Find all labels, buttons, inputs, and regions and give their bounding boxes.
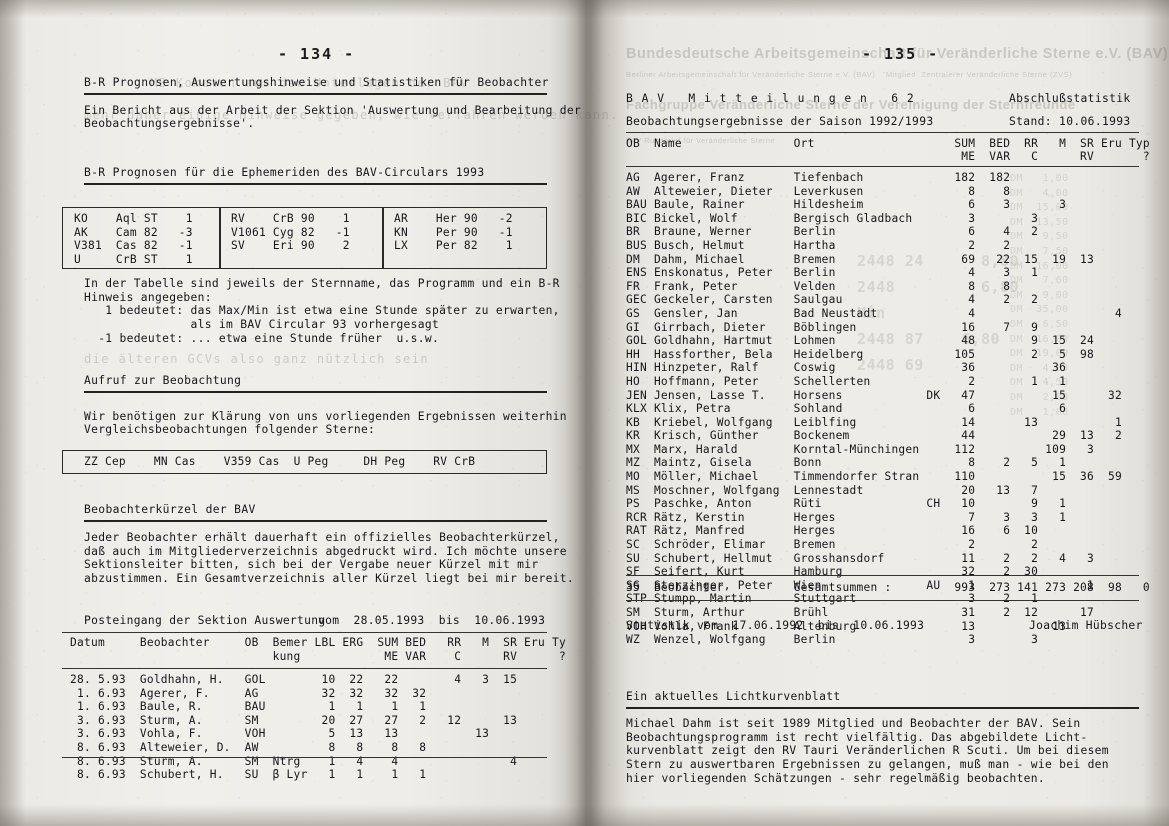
posteingang-caption-label: Posteingang der Sektion Auswertung — [84, 614, 326, 627]
right-footer-author: Joachim Hübscher — [1029, 619, 1143, 632]
right-footer-stat: Statistik vom 17.06.1992 bis 10.06.1993 — [626, 619, 925, 632]
right-rule-under-lichtkurve — [626, 707, 1139, 709]
posteingang-rule-top — [62, 632, 547, 634]
right-table-rows: AG Agerer, Franz Tiefenbach 182 182 AW A… — [626, 171, 1122, 647]
aufruf-text-1: Wir benötigen zur Klärung von uns vorlie… — [84, 410, 567, 423]
prognosen-box-divider-1 — [219, 207, 221, 269]
prognosen-group-3: AR Her 90 -2 KN Per 90 -1 LX Per 82 1 — [394, 212, 513, 253]
right-rule-under-masthead — [626, 132, 1139, 134]
left-subhead-prognosen: B-R Prognosen für die Ephemeriden des BA… — [84, 166, 485, 179]
right-masthead-right: Abschlußstatistik — [1009, 92, 1131, 105]
prognosen-box-divider-2 — [382, 207, 384, 269]
aufruf-text-2: Vergleichsbeobachtungen folgender Sterne… — [84, 423, 376, 436]
left-page-sheet — [0, 0, 585, 826]
right-rule-under-header — [626, 166, 1139, 168]
left-intro-line-2: Beobachtungsergebnisse'. — [84, 117, 255, 130]
prognosen-box — [62, 207, 547, 269]
right-table-header-row-2: ME VAR C RV ? — [626, 150, 1150, 163]
right-rule-below-totals — [626, 600, 1139, 602]
posteingang-rule-mid — [62, 668, 547, 670]
left-intro-line-1: Ein Bericht aus der Arbeit der Sektion '… — [84, 104, 582, 117]
right-lichtkurve-text: Michael Dahm ist seit 1989 Mitglied und … — [626, 717, 1109, 785]
posteingang-rule-bottom — [62, 757, 547, 759]
rule-under-section-title — [84, 93, 547, 95]
right-subhead-right: Stand: 10.06.1993 — [1009, 115, 1131, 128]
rule-under-kuerzel — [84, 520, 547, 522]
right-rule-above-totals — [626, 575, 1139, 577]
kuerzel-text: Jeder Beobachter erhält dauerhaft ein of… — [84, 531, 574, 586]
right-subhead-left: Beobachtungsergebnisse der Saison 1992/1… — [626, 115, 934, 128]
posteingang-caption-range: vom 28.05.1993 bis 10.06.1993 — [318, 614, 546, 627]
left-legend: In der Tabelle sind jeweils der Sternnam… — [84, 277, 560, 345]
left-subhead-aufruf: Aufruf zur Beobachtung — [84, 374, 242, 387]
posteingang-header-row-2: kung ME VAR C RV ? — [70, 650, 566, 663]
right-page-sheet — [585, 0, 1169, 826]
right-subhead-lichtkurve: Ein aktuelles Lichtkurvenblatt — [626, 690, 841, 703]
rule-under-aufruf — [84, 391, 547, 393]
left-page-number: - 134 - — [278, 45, 356, 63]
posteingang-header-row-1: Datum Beobachter OB Bemer LBL ERG SUM BE… — [70, 636, 566, 649]
left-subhead-kuerzel: Beobachterkürzel der BAV — [84, 503, 256, 516]
rule-under-prognosen — [84, 183, 547, 185]
prognosen-group-1: KO Aql ST 1 AK Cam 82 -3 V381 Cas 82 -1 … — [74, 212, 193, 266]
right-table-header-row-1: OB Name Ort SUM BED RR M SR Eru Typ — [626, 137, 1150, 150]
right-table-totals-row: 35 Beobachter Gesamtsummen : 993 273 141… — [626, 581, 1150, 594]
aufruf-stars-list: ZZ Cep MN Cas V359 Cas U Peg DH Peg RV C… — [84, 455, 490, 468]
right-page-number: - 135 - — [862, 45, 940, 63]
aufruf-stars-box — [62, 450, 547, 474]
right-masthead-left: B A V M i t t e i l u n g e n 6 2 — [626, 92, 915, 105]
left-section-title: B-R Prognosen, Auswertungshinweise und S… — [84, 76, 549, 89]
posteingang-rows: 28. 5.93 Goldhahn, H. GOL 10 22 22 4 3 1… — [70, 673, 518, 782]
prognosen-group-2: RV CrB 90 1 V1061 Cyg 82 -1 SV Eri 90 2 — [231, 212, 350, 253]
